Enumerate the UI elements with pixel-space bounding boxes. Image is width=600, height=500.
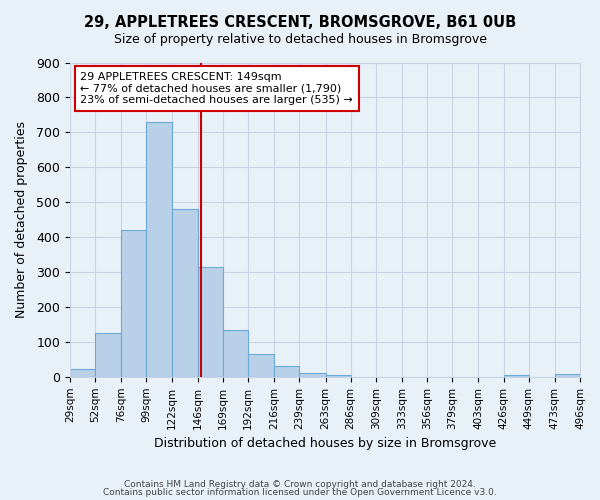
Bar [555, 374, 580, 377]
Bar [223, 330, 248, 377]
Bar [299, 374, 326, 377]
Bar [70, 369, 95, 377]
Text: 29, APPLETREES CRESCENT, BROMSGROVE, B61 0UB: 29, APPLETREES CRESCENT, BROMSGROVE, B61… [84, 15, 516, 30]
Bar [198, 267, 223, 377]
Bar [503, 375, 529, 377]
Bar [121, 230, 146, 377]
Bar [146, 122, 172, 377]
X-axis label: Distribution of detached houses by size in Bromsgrove: Distribution of detached houses by size … [154, 437, 496, 450]
Bar [248, 354, 274, 377]
Text: Contains HM Land Registry data © Crown copyright and database right 2024.: Contains HM Land Registry data © Crown c… [124, 480, 476, 489]
Bar [326, 375, 350, 377]
Bar [172, 209, 198, 377]
Y-axis label: Number of detached properties: Number of detached properties [15, 121, 28, 318]
Bar [274, 366, 299, 377]
Text: Size of property relative to detached houses in Bromsgrove: Size of property relative to detached ho… [113, 32, 487, 46]
Text: 29 APPLETREES CRESCENT: 149sqm
← 77% of detached houses are smaller (1,790)
23% : 29 APPLETREES CRESCENT: 149sqm ← 77% of … [80, 72, 353, 105]
Bar [95, 333, 121, 377]
Text: Contains public sector information licensed under the Open Government Licence v3: Contains public sector information licen… [103, 488, 497, 497]
